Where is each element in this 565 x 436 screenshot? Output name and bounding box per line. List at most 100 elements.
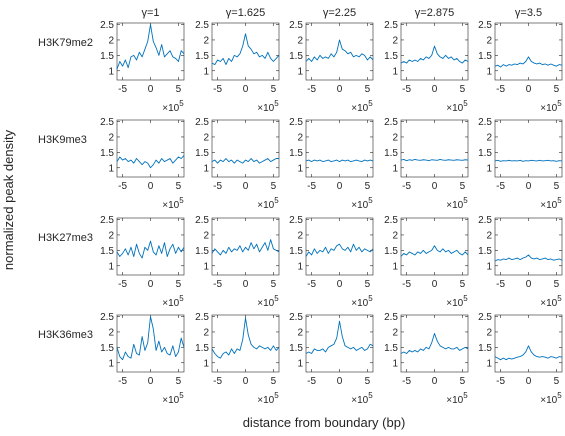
series-line: [494, 254, 563, 262]
y-tick-label: 2.5: [195, 117, 209, 128]
x-tick-label: -5: [402, 279, 411, 290]
y-tick-label: 1.5: [100, 51, 114, 62]
y-tick-label: 1: [203, 66, 209, 77]
x-tick-label: 5: [271, 181, 277, 192]
y-tick-label: 1: [392, 358, 398, 369]
x-tick-label: 0: [243, 376, 249, 387]
x-tick-label: 5: [176, 181, 182, 192]
y-tick-label: 1.5: [289, 343, 303, 354]
y-tick-label: 1.5: [195, 246, 209, 257]
x-exponent-label: ×105: [351, 196, 373, 211]
series-line: [116, 155, 185, 169]
y-tick-label: 2: [203, 132, 209, 143]
axes-box: [400, 119, 469, 178]
y-tick-label: 2.5: [289, 312, 303, 323]
x-tick-label: -5: [118, 279, 127, 290]
x-tick-label: -5: [307, 279, 316, 290]
series-line: [116, 240, 185, 259]
y-tick-label: 1.5: [289, 246, 303, 257]
panel: 1 1.5 2 2.5 -5 0 5 ×105: [384, 117, 469, 211]
x-exponent-label: ×105: [257, 99, 279, 114]
axes-box: [116, 22, 185, 81]
x-tick-label: 0: [337, 181, 343, 192]
y-tick-label: 2.5: [100, 312, 114, 323]
x-exponent-label: ×105: [446, 196, 468, 211]
y-tick-label: 2: [392, 132, 398, 143]
x-exponent-label: ×105: [162, 196, 184, 211]
panel: 1 1.5 2 2.5 -5 0 5 ×105: [289, 215, 374, 309]
x-tick-label: -5: [213, 279, 222, 290]
x-tick-label: 5: [271, 279, 277, 290]
x-tick-label: 5: [554, 84, 560, 95]
x-tick-label: 5: [554, 181, 560, 192]
x-tick-label: -5: [213, 376, 222, 387]
y-tick-label: 2.5: [478, 20, 492, 31]
x-tick-label: 5: [365, 181, 371, 192]
x-exponent-label: ×105: [257, 294, 279, 309]
axes-box: [305, 22, 374, 81]
x-tick-label: 5: [365, 84, 371, 95]
x-exponent-label: ×105: [540, 99, 562, 114]
y-tick-label: 1: [297, 358, 303, 369]
y-tick-label: 2: [297, 230, 303, 241]
panel: 1 1.5 2 2.5 -5 0 5 ×105: [289, 312, 374, 406]
y-tick-label: 1: [486, 163, 492, 174]
x-exponent-label: ×105: [351, 99, 373, 114]
y-tick-label: 2: [108, 35, 114, 46]
series-line: [211, 239, 280, 256]
y-tick-label: 1.5: [478, 51, 492, 62]
x-tick-label: 0: [148, 181, 154, 192]
y-tick-label: 2.5: [195, 312, 209, 323]
axes-box: [400, 314, 469, 373]
x-tick-label: 5: [176, 279, 182, 290]
x-tick-label: 0: [337, 84, 343, 95]
panel: 1 1.5 2 2.5 -5 0 5 ×105: [100, 215, 185, 309]
series-line: [116, 24, 185, 70]
panel: 1 1.5 2 2.5 -5 0 5 ×105: [478, 117, 563, 211]
x-tick-label: 0: [526, 84, 532, 95]
y-tick-label: 1: [486, 261, 492, 272]
axes-box: [494, 22, 563, 81]
y-tick-label: 1: [297, 163, 303, 174]
y-tick-label: 2: [392, 35, 398, 46]
axes-box: [305, 217, 374, 276]
x-exponent-label: ×105: [162, 391, 184, 406]
x-tick-label: 0: [243, 279, 249, 290]
x-tick-label: -5: [496, 376, 505, 387]
axes-box: [494, 217, 563, 276]
y-tick-label: 2.5: [384, 117, 398, 128]
row-label: H3K9me3: [38, 134, 87, 146]
x-tick-label: 0: [432, 181, 438, 192]
x-tick-label: 5: [365, 279, 371, 290]
x-tick-label: 0: [243, 181, 249, 192]
x-tick-label: 0: [148, 376, 154, 387]
series-line: [400, 245, 469, 257]
series-line: [494, 345, 563, 361]
panel: γ=1 1 1.5 2 2.5 -5 0 5 ×105: [100, 7, 185, 114]
y-tick-label: 1.5: [100, 246, 114, 257]
y-tick-label: 2: [108, 230, 114, 241]
y-tick-label: 1.5: [478, 343, 492, 354]
panel: 1 1.5 2 2.5 -5 0 5 ×105: [384, 312, 469, 406]
x-exponent-label: ×105: [540, 391, 562, 406]
y-tick-label: 2.5: [195, 20, 209, 31]
panel: 1 1.5 2 2.5 -5 0 5 ×105: [100, 117, 185, 211]
x-tick-label: 5: [460, 84, 466, 95]
axes-box: [305, 119, 374, 178]
x-tick-label: 5: [176, 84, 182, 95]
x-tick-label: -5: [307, 181, 316, 192]
axes-box: [116, 119, 185, 178]
y-tick-label: 1: [203, 261, 209, 272]
x-tick-label: -5: [118, 376, 127, 387]
y-tick-label: 2.5: [289, 215, 303, 226]
x-tick-label: 0: [432, 279, 438, 290]
panel: 1 1.5 2 2.5 -5 0 5 ×105: [195, 215, 280, 309]
x-exponent-label: ×105: [351, 294, 373, 309]
y-tick-label: 2.5: [384, 20, 398, 31]
x-tick-label: -5: [307, 376, 316, 387]
axes-box: [400, 22, 469, 81]
x-exponent-label: ×105: [257, 196, 279, 211]
y-tick-label: 2.5: [289, 20, 303, 31]
panel: 1 1.5 2 2.5 -5 0 5 ×105: [195, 117, 280, 211]
series-line: [494, 56, 563, 68]
